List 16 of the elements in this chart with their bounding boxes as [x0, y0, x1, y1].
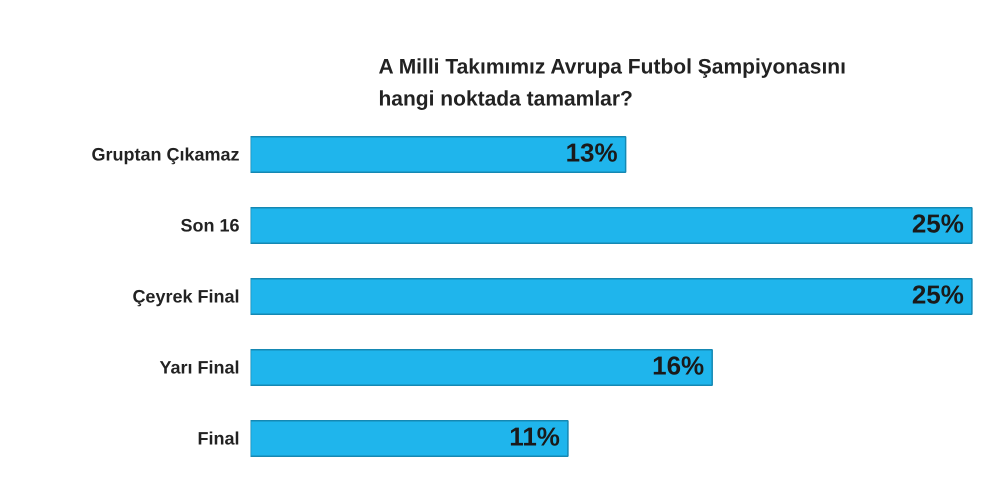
bar — [250, 348, 713, 386]
data-label: 13% — [566, 138, 618, 168]
y-tick-label: Final — [197, 428, 240, 448]
bar — [250, 207, 973, 244]
bar — [250, 420, 569, 457]
bar — [250, 278, 973, 315]
bar — [250, 136, 626, 174]
y-tick-label: Yarı Final — [159, 357, 240, 378]
data-label: 25% — [912, 208, 964, 239]
data-label: 16% — [652, 350, 704, 380]
y-tick-label: Çeyrek Final — [132, 286, 240, 306]
chart-title: A Milli Takımımız Avrupa Futbol Şampiyonasını hangi noktada tamamlar? — [378, 55, 846, 110]
y-tick-label: Gruptan Çıkamaz — [91, 144, 240, 165]
data-label: 11% — [509, 421, 560, 452]
data-label: 25% — [912, 280, 964, 310]
y-tick-label: Son 16 — [180, 216, 240, 236]
